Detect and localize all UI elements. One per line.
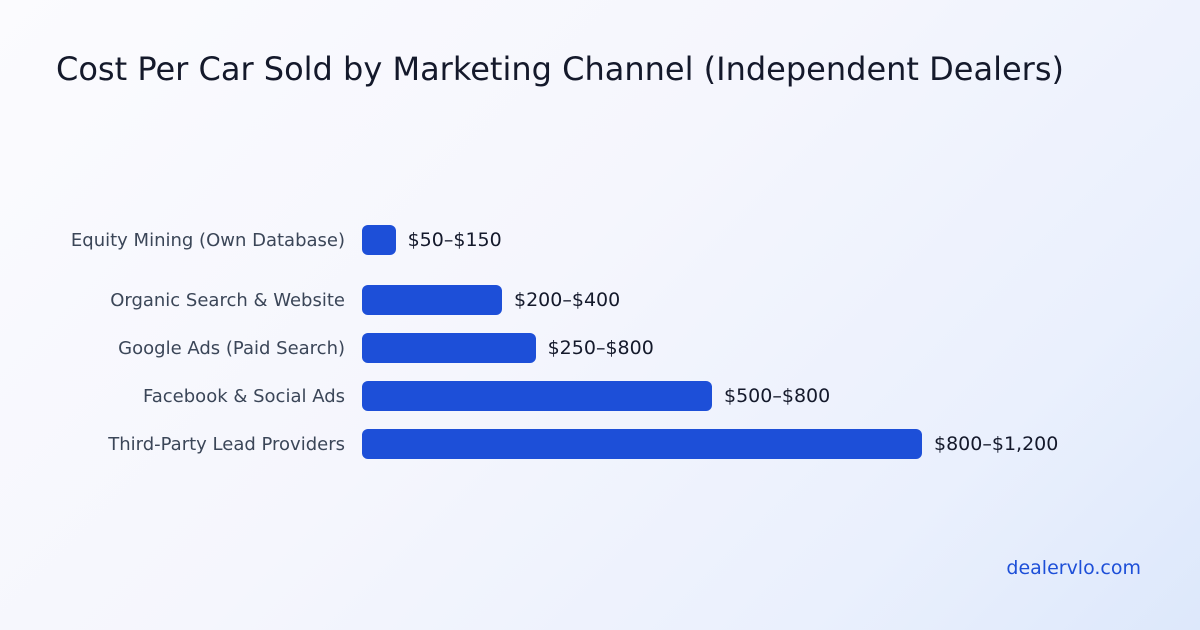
- category-label: Facebook & Social Ads: [143, 385, 345, 407]
- category-label: Equity Mining (Own Database): [70, 229, 345, 251]
- data-label: $250–$800: [547, 337, 654, 359]
- data-label: $500–$800: [724, 385, 831, 407]
- category-label: Third-Party Lead Providers: [108, 433, 345, 455]
- category-label: Google Ads (Paid Search): [118, 337, 345, 359]
- bar: [362, 285, 502, 315]
- data-label: $800–$1,200: [934, 433, 1059, 455]
- bar: [362, 225, 396, 255]
- data-label: $50–$150: [407, 229, 502, 251]
- bar: [362, 381, 712, 411]
- data-label: $200–$400: [514, 289, 621, 311]
- footer-site-link[interactable]: dealervlo.com: [1006, 557, 1141, 579]
- category-label: Organic Search & Website: [110, 289, 345, 311]
- chart-title: Cost Per Car Sold by Marketing Channel (…: [56, 50, 1064, 88]
- bar: [362, 333, 536, 363]
- bar: [362, 429, 922, 459]
